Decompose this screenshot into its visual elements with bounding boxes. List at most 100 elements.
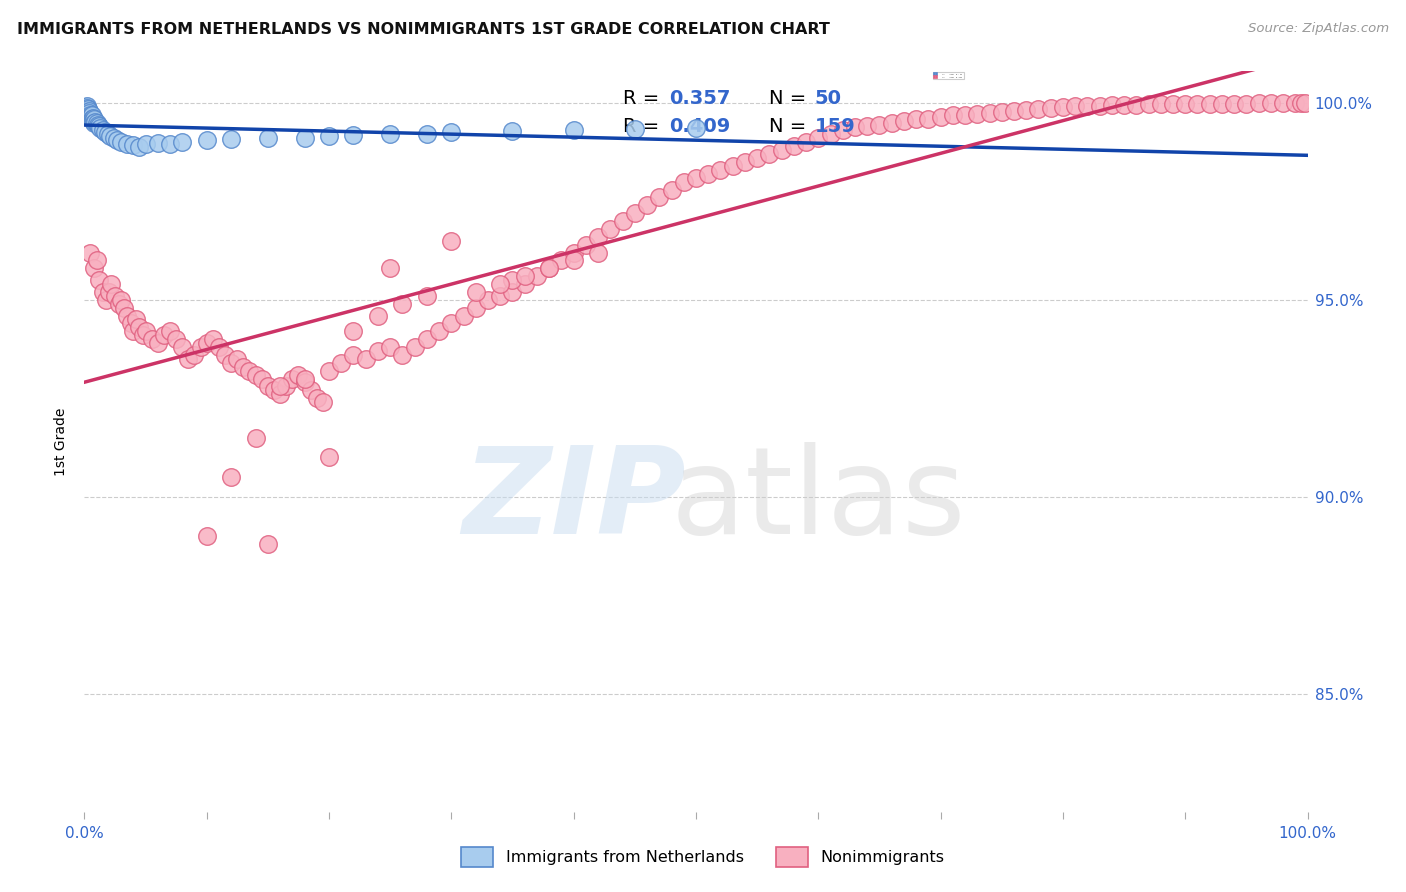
- Point: [82, 113, 104, 128]
- Point: [440, 317, 463, 331]
- Point: [721, 159, 744, 173]
- Point: [1028, 102, 1050, 116]
- Point: [1260, 96, 1282, 111]
- Point: [404, 340, 426, 354]
- Point: [132, 328, 155, 343]
- Point: [100, 277, 122, 291]
- Point: [281, 371, 304, 385]
- Point: [153, 328, 176, 343]
- Point: [75, 100, 97, 114]
- Point: [226, 351, 249, 366]
- Point: [1052, 100, 1074, 114]
- Point: [98, 129, 121, 144]
- Point: [905, 112, 928, 127]
- Point: [201, 332, 224, 346]
- Point: [269, 379, 291, 393]
- Point: [257, 131, 280, 145]
- Point: [87, 120, 110, 134]
- Point: [502, 285, 524, 299]
- Point: [685, 121, 707, 136]
- Point: [97, 128, 120, 142]
- Point: [856, 120, 879, 134]
- Point: [929, 110, 952, 124]
- Y-axis label: 1st Grade: 1st Grade: [55, 408, 69, 475]
- Point: [367, 309, 389, 323]
- Point: [380, 261, 402, 276]
- Point: [893, 113, 915, 128]
- Text: 0.409: 0.409: [669, 118, 730, 136]
- Point: [550, 253, 572, 268]
- Point: [1125, 98, 1147, 112]
- Point: [1114, 98, 1136, 112]
- Point: [991, 104, 1014, 119]
- Point: [562, 245, 585, 260]
- Point: [685, 170, 707, 185]
- Point: [1198, 96, 1220, 111]
- Point: [219, 470, 242, 484]
- Point: [391, 348, 413, 362]
- Point: [76, 101, 98, 115]
- Point: [97, 285, 120, 299]
- Point: [219, 132, 242, 146]
- Point: [562, 123, 585, 137]
- Point: [1064, 99, 1087, 113]
- Point: [586, 229, 609, 244]
- Point: [77, 104, 100, 119]
- Point: [91, 285, 114, 299]
- Point: [1039, 101, 1062, 115]
- Text: R =: R =: [623, 89, 665, 108]
- Point: [77, 103, 100, 118]
- Point: [440, 234, 463, 248]
- Point: [807, 131, 830, 145]
- Point: [87, 273, 110, 287]
- Point: [1002, 103, 1025, 118]
- Point: [391, 296, 413, 310]
- Point: [294, 376, 316, 390]
- Point: [1236, 96, 1258, 111]
- Point: [440, 125, 463, 139]
- Point: [87, 118, 110, 132]
- Text: IMMIGRANTS FROM NETHERLANDS VS NONIMMIGRANTS 1ST GRADE CORRELATION CHART: IMMIGRANTS FROM NETHERLANDS VS NONIMMIGR…: [17, 22, 830, 37]
- Point: [1291, 96, 1313, 111]
- Point: [195, 336, 218, 351]
- Point: [318, 364, 340, 378]
- Point: [966, 107, 988, 121]
- Point: [141, 332, 163, 346]
- Point: [979, 105, 1001, 120]
- Point: [624, 206, 647, 220]
- Point: [177, 351, 200, 366]
- Point: [122, 138, 145, 153]
- Point: [79, 108, 101, 122]
- Point: [190, 340, 212, 354]
- Point: [165, 332, 187, 346]
- Point: [1076, 99, 1098, 113]
- Point: [599, 222, 621, 236]
- Point: [1223, 96, 1246, 111]
- Point: [844, 120, 866, 135]
- Point: [1150, 97, 1173, 112]
- Text: 159: 159: [814, 118, 855, 136]
- Point: [770, 143, 793, 157]
- Point: [416, 289, 439, 303]
- Point: [513, 269, 536, 284]
- Point: [661, 182, 683, 196]
- Point: [159, 137, 181, 152]
- Point: [257, 379, 280, 393]
- Point: [1088, 98, 1111, 112]
- Point: [917, 112, 939, 126]
- Point: [380, 128, 402, 142]
- Legend: Immigrants from Netherlands, Nonimmigrants: Immigrants from Netherlands, Nonimmigran…: [453, 838, 953, 875]
- Point: [245, 431, 267, 445]
- Point: [312, 395, 335, 409]
- Point: [380, 340, 402, 354]
- Point: [94, 125, 117, 139]
- Point: [354, 351, 377, 366]
- Point: [214, 348, 236, 362]
- Point: [636, 198, 658, 212]
- Point: [416, 332, 439, 346]
- Point: [1187, 97, 1209, 112]
- Point: [502, 273, 524, 287]
- Point: [103, 131, 125, 145]
- Point: [128, 140, 150, 154]
- Point: [1174, 97, 1197, 112]
